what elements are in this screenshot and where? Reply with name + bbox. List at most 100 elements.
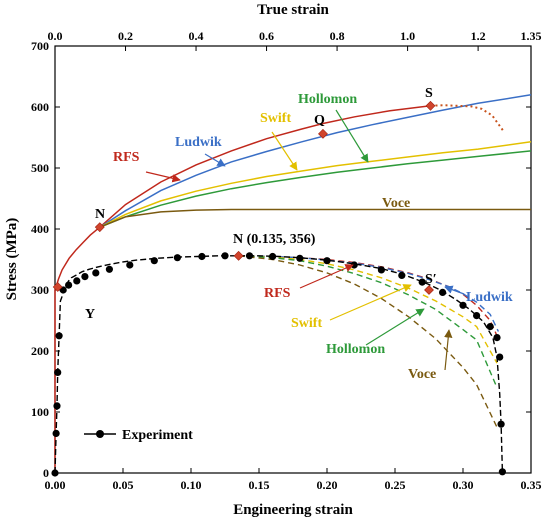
yield-point [52, 282, 63, 292]
x-top-tick-label: 1.0 [400, 29, 415, 43]
true-curve-necking-dotted [430, 104, 504, 131]
experiment-point [126, 261, 134, 269]
annotation-n-0-135-356: N (0.135, 356) [233, 232, 316, 247]
x-top-tick-label: 0.6 [259, 29, 274, 43]
experiment-point [73, 277, 81, 285]
annotation-arrow [329, 284, 412, 321]
experiment-point [496, 353, 504, 361]
true-point-n [94, 222, 105, 233]
x-top-tick-label: 1.35 [521, 29, 542, 43]
experiment-point [486, 323, 494, 331]
x-top-tick-label: 0.8 [330, 29, 345, 43]
annotation-arrow [444, 329, 453, 371]
annotation-swift: Swift [260, 111, 291, 126]
experiment-point [54, 368, 62, 376]
y-tick-label: 0 [43, 466, 49, 480]
experiment-point [51, 469, 59, 477]
experiment-point [81, 273, 89, 281]
x-bottom-tick-label: 0.35 [521, 478, 542, 492]
x-top-axis-title: True strain [257, 2, 329, 18]
annotation-q: Q [314, 113, 325, 128]
annotation-s: S′ [425, 272, 437, 287]
experiment-point [198, 252, 206, 261]
experiment-point [53, 402, 61, 410]
x-top-tick-label: 1.2 [471, 29, 486, 43]
true-curve-hollomon [99, 150, 532, 228]
experiment-point [65, 281, 73, 289]
annotations: RFS Ludwik Swift Hollomon Voce N Q S RFS Ludwik Sw… [85, 86, 513, 382]
experiment-point [105, 265, 113, 273]
experiment-point [269, 252, 277, 261]
annotation-swift: Swift [291, 316, 322, 331]
true-curve-voce [99, 208, 531, 228]
y-axis-title: Stress (MPa) [4, 218, 20, 301]
annotation-rfs: RFS [113, 150, 140, 165]
true-curve-rfs [54, 105, 431, 473]
experiment-point [493, 334, 501, 342]
experiment-point [377, 266, 385, 274]
annotation-voce: Voce [382, 196, 410, 211]
annotation-hollomon: Hollomon [326, 342, 385, 357]
experiment-point [497, 420, 505, 428]
y-tick-label: 300 [31, 283, 49, 297]
y-tick-label: 600 [31, 100, 49, 114]
true-curve-swift [99, 141, 532, 228]
experiment-point [323, 257, 331, 265]
experiment-point [398, 271, 406, 279]
x-bottom-tick-label: 0.30 [453, 478, 474, 492]
experiment-point [221, 252, 229, 260]
annotation-rfs: RFS [264, 286, 291, 301]
annotation-ludwik: Ludwik [175, 135, 222, 150]
annotation-arrow [365, 308, 425, 346]
legend: Experiment [84, 428, 193, 443]
true-point-q [318, 128, 328, 139]
eng-curve-swift [238, 255, 498, 364]
true-curve-ludwik [99, 94, 532, 228]
annotation-s: S [425, 86, 433, 101]
annotation-hollomon: Hollomon [298, 92, 357, 107]
annotation-n: N [95, 207, 105, 222]
annotation-ludwik: Ludwik [466, 290, 513, 305]
data-markers [51, 100, 506, 477]
eng-curve-hollomon [238, 255, 498, 388]
x-bottom-tick-label: 0.05 [113, 478, 134, 492]
x-top-tick-label: 0.4 [189, 29, 204, 43]
x-top-tick-label: 0.0 [48, 29, 63, 43]
experiment-point [296, 254, 304, 262]
x-bottom-tick-label: 0.10 [181, 478, 202, 492]
y-tick-label: 100 [31, 405, 49, 419]
annotation-arrow [204, 153, 226, 167]
y-tick-label: 700 [31, 39, 49, 53]
legend-experiment-label: Experiment [122, 428, 193, 443]
experiment-point [498, 468, 506, 476]
eng-point-0 [233, 250, 244, 261]
annotation-voce: Voce [408, 367, 436, 382]
experiment-point [150, 257, 158, 265]
experiment-point [55, 332, 63, 340]
experiment-point [52, 429, 60, 437]
x-bottom-tick-label: 0.25 [385, 478, 406, 492]
x-bottom-tick-label: 0.20 [317, 478, 338, 492]
experiment-point [473, 312, 481, 320]
y-tick-label: 400 [31, 222, 49, 236]
experiment-point [59, 286, 67, 294]
experiment-point [245, 252, 254, 260]
eng-point-1 [424, 285, 434, 295]
experiment-point [92, 269, 100, 277]
y-tick-label: 500 [31, 161, 49, 175]
experiment-point [439, 288, 447, 296]
eng-curve-voce [238, 255, 498, 428]
x-bottom-tick-label: 0.00 [45, 478, 66, 492]
x-bottom-axis-title: Engineering strain [233, 502, 353, 518]
annotation-arrow [145, 171, 181, 183]
annotation-arrow [444, 285, 465, 295]
x-bottom-tick-label: 0.15 [249, 478, 270, 492]
annotation-arrow [299, 264, 354, 289]
y-tick-label: 200 [31, 344, 49, 358]
legend-experiment-marker [96, 430, 104, 438]
plot-frame [54, 45, 532, 474]
experiment-point [173, 254, 181, 262]
x-top-tick-label: 0.2 [118, 29, 133, 43]
true-point-s [425, 100, 436, 111]
